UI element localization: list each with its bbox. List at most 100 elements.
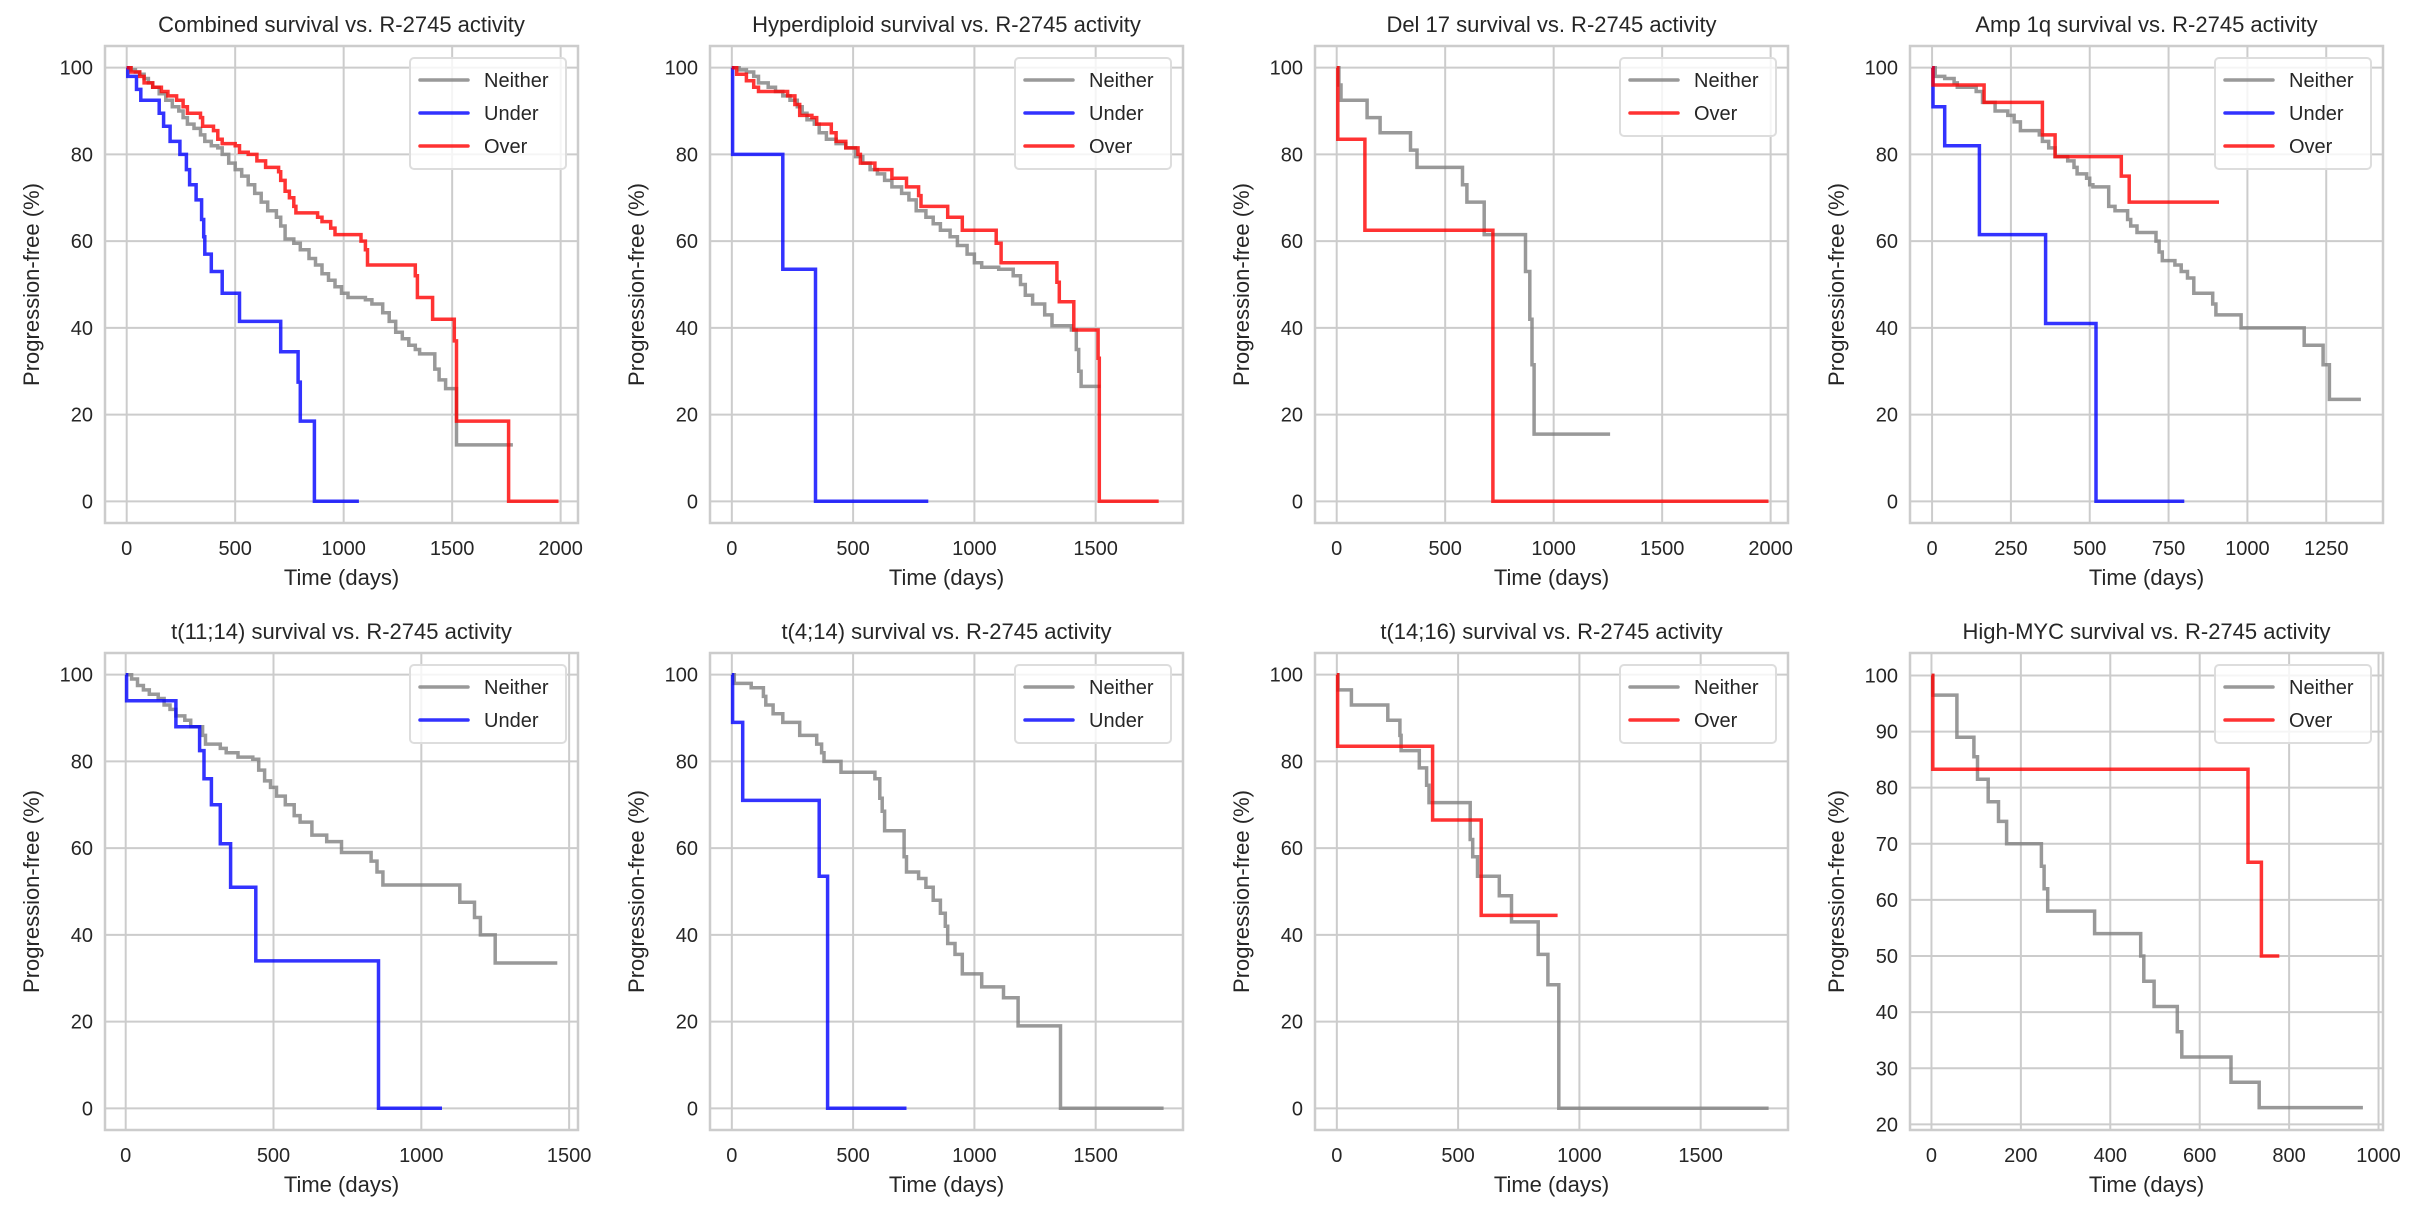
panel-amp-1q: 0 250 500 750 1000 1250 0 20 40 60 80 100 Amp 1q sur… (1824, 12, 2385, 590)
x-tick-label: 1000 (1557, 1145, 1602, 1167)
x-axis-label: Time (days) (1494, 1172, 1609, 1197)
legend-label-neither: Neither (1089, 677, 1154, 699)
legend-label-under: Under (1089, 103, 1144, 125)
x-tick-label: 0 (1926, 1145, 1937, 1167)
curve-over (1335, 672, 1558, 918)
legend-label-neither: Neither (2289, 677, 2354, 699)
x-tick-label: 800 (2272, 1145, 2305, 1167)
y-tick-label: 0 (687, 1098, 698, 1120)
y-axis-label: Progression-free (%) (19, 790, 44, 993)
x-tick-label: 500 (836, 1145, 869, 1167)
y-tick-label: 60 (71, 838, 93, 860)
legend: Neither Under Over (409, 57, 567, 170)
x-tick-label: 0 (1331, 1145, 1342, 1167)
x-tick-label: 500 (257, 1145, 290, 1167)
curve-neither (126, 65, 513, 447)
axes-frame (103, 44, 580, 525)
legend-label-over: Over (1089, 136, 1133, 158)
curve-over (1336, 65, 1769, 504)
axes-frame (1313, 651, 1790, 1132)
y-tick-label: 0 (687, 491, 698, 513)
x-axis-label: Time (days) (284, 565, 399, 590)
axes-frame (1908, 44, 2385, 525)
y-tick-label: 0 (1292, 1098, 1303, 1120)
chart-title: t(14;16) survival vs. R-2745 activity (1380, 619, 1722, 644)
legend-box (1619, 57, 1777, 137)
y-tick-label: 60 (676, 231, 698, 253)
y-tick-label: 0 (82, 491, 93, 513)
y-tick-label: 0 (1887, 491, 1898, 513)
legend-label-neither: Neither (2289, 70, 2354, 92)
y-tick-label: 100 (1270, 665, 1303, 687)
legend-label-over: Over (1694, 710, 1738, 732)
panel-t-4-14: 0 500 1000 1500 0 20 40 60 80 100 t(4;14) survival… (624, 619, 1185, 1197)
y-tick-label: 40 (1876, 1002, 1898, 1024)
x-tick-label: 500 (1441, 1145, 1474, 1167)
y-tick-label: 20 (71, 1012, 93, 1034)
legend: Neither Over (2214, 664, 2372, 744)
y-tick-label: 0 (1292, 491, 1303, 513)
y-tick-label: 100 (60, 665, 93, 687)
y-tick-label: 60 (1876, 890, 1898, 912)
y-tick-label: 20 (1281, 1012, 1303, 1034)
legend-label-over: Over (1694, 103, 1738, 125)
x-tick-label: 500 (218, 538, 251, 560)
x-tick-label: 1000 (399, 1145, 444, 1167)
y-tick-label: 40 (676, 925, 698, 947)
chart-title: t(11;14) survival vs. R-2745 activity (171, 619, 512, 644)
x-axis-label: Time (days) (2089, 1172, 2204, 1197)
y-tick-label: 90 (1876, 722, 1898, 744)
y-tick-label: 20 (1876, 405, 1898, 427)
x-axis-label: Time (days) (889, 565, 1004, 590)
legend: Neither Under (1014, 664, 1172, 744)
y-tick-label: 80 (71, 751, 93, 773)
legend-box (1014, 57, 1172, 170)
x-tick-label: 2000 (1748, 538, 1793, 560)
x-tick-label: 500 (836, 538, 869, 560)
curve-neither (1336, 672, 1769, 1111)
x-tick-label: 400 (2094, 1145, 2127, 1167)
legend-box (409, 57, 567, 170)
legend-label-over: Over (2289, 136, 2333, 158)
y-tick-label: 60 (71, 231, 93, 253)
y-tick-label: 100 (665, 58, 698, 80)
y-tick-label: 80 (1876, 778, 1898, 800)
y-axis-label: Progression-free (%) (1229, 183, 1254, 386)
chart-title: Combined survival vs. R-2745 activity (158, 12, 525, 37)
panel-del-17: 0 500 1000 1500 2000 0 20 40 60 80 100 Del 17 survi… (1229, 12, 1793, 590)
x-tick-label: 1000 (952, 538, 997, 560)
y-tick-label: 80 (676, 144, 698, 166)
x-tick-label: 750 (2152, 538, 2185, 560)
legend: Neither Under (409, 664, 567, 744)
chart-title: High-MYC survival vs. R-2745 activity (1963, 619, 2331, 644)
legend-box (1619, 664, 1777, 744)
curve-under (730, 65, 929, 504)
legend: Neither Over (1619, 57, 1777, 137)
chart-title: t(4;14) survival vs. R-2745 activity (781, 619, 1111, 644)
y-tick-label: 40 (71, 318, 93, 340)
curve-under (126, 65, 359, 504)
panel-t-11-14: 0 500 1000 1500 0 20 40 60 80 100 t(11;14) surviva… (19, 619, 591, 1197)
y-tick-label: 100 (1270, 58, 1303, 80)
x-tick-label: 1000 (2225, 538, 2270, 560)
y-axis-label: Progression-free (%) (1824, 183, 1849, 386)
x-tick-label: 1500 (1640, 538, 1685, 560)
y-tick-label: 60 (676, 838, 698, 860)
x-axis-label: Time (days) (889, 1172, 1004, 1197)
x-axis-label: Time (days) (2089, 565, 2204, 590)
y-tick-label: 20 (71, 405, 93, 427)
legend-label-neither: Neither (484, 70, 549, 92)
x-tick-label: 1500 (1073, 1145, 1118, 1167)
x-tick-label: 0 (120, 1145, 131, 1167)
y-tick-label: 80 (1876, 144, 1898, 166)
x-tick-label: 1250 (2304, 538, 2349, 560)
x-tick-label: 1000 (1531, 538, 1576, 560)
x-tick-label: 600 (2183, 1145, 2216, 1167)
x-tick-label: 500 (2073, 538, 2106, 560)
curve-over (731, 65, 1159, 504)
x-tick-label: 1500 (1678, 1145, 1723, 1167)
y-axis-label: Progression-free (%) (624, 183, 649, 386)
legend: Neither Over (1619, 664, 1777, 744)
chart-title: Hyperdiploid survival vs. R-2745 activit… (752, 12, 1141, 37)
legend: Neither Under Over (2214, 57, 2372, 170)
